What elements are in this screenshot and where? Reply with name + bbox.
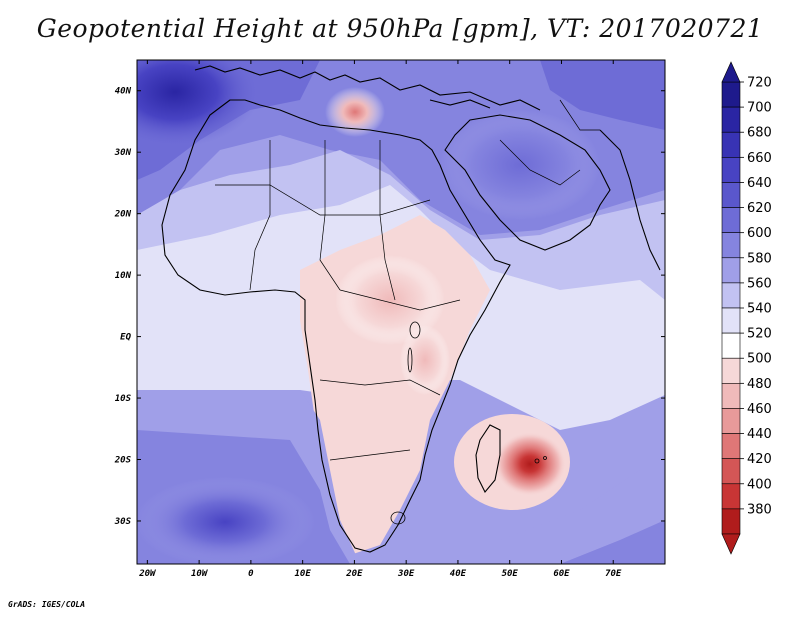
colorbar-label: 460 [747,402,772,417]
colorbar-swatch [721,257,741,284]
colorbar-label: 380 [747,502,772,517]
colorbar-swatch [721,282,741,309]
colorbar-label: 420 [747,452,772,467]
reunion-island [534,458,540,464]
colorbar-swatch [721,383,741,409]
colorbar-label: 640 [747,176,772,191]
colorbar-swatch [721,483,741,510]
southern-europe-coast [194,65,541,111]
colorbar-swatch [721,357,741,384]
colorbar-swatch [721,408,741,434]
colorbar-label: 520 [747,327,772,342]
colorbar-label: 500 [747,352,772,367]
central-africa-low [335,255,445,345]
mauritius-island [543,456,547,460]
colorbar-label: 620 [747,201,772,216]
lake-tanganyika [407,347,413,373]
y-tick-label: 20S [114,456,132,466]
x-tick-label: 0 [248,569,254,579]
sahel-border [215,184,431,216]
middle-east-border [499,139,581,186]
colorbar-label: 660 [747,151,772,166]
coastlines [161,65,661,553]
south-africa-border [329,449,411,461]
islands [390,321,547,525]
south-atlantic-high [137,477,315,564]
height-field [137,60,665,564]
southern-africa-border [319,379,441,396]
x-tick-label: 50E [502,569,519,579]
madagascar-coast [475,424,501,493]
colorbar-swatch [721,307,741,334]
cyclone-core [494,432,566,496]
y-tick-label: 30N [114,148,132,158]
colorbar-swatch [721,157,741,183]
y-axis: 40N 30N 20N 10N EQ 10S 20S 30S [114,87,665,527]
colorbar-swatch [721,207,741,233]
northeast-band [540,60,665,130]
colorbar-swatch [721,508,741,535]
mediterranean-low [325,87,385,137]
colorbar-label: 600 [747,226,772,241]
colorbar-label: 560 [747,276,772,291]
x-tick-label: 10E [295,569,312,579]
colorbar-swatch [721,81,741,108]
borders [215,99,600,461]
northwest-high [137,60,260,147]
arabia-high [440,110,600,220]
y-tick-label: EQ [120,333,131,343]
colorbar: 720 700 680 660 640 620 600 580 560 540 520 500 480 4… [721,61,772,555]
colorbar-label: 720 [747,76,772,91]
africa-coast [161,99,511,553]
x-tick-label: 20W [138,569,157,579]
colorbar-label: 480 [747,377,772,392]
y-tick-label: 20N [114,210,132,220]
south-indian-band [430,450,665,564]
colorbar-swatch [721,458,741,485]
colorbar-label: 540 [747,302,772,317]
colorbar-swatch [721,332,741,359]
colorbar-label: 680 [747,126,772,141]
lesotho [390,511,406,525]
south-indian-band-2 [560,520,665,564]
east-africa-low [400,325,450,395]
map-title: Geopotential Height at 950hPa [gpm], VT:… [36,14,764,43]
x-tick-label: 60E [553,569,570,579]
colorbar-swatch [721,433,741,459]
colorbar-label: 580 [747,251,772,266]
colorbar-label: 700 [747,101,772,116]
colorbar-swatch [721,182,741,208]
x-tick-label: 30E [397,569,415,579]
footer-credit: GrADS: IGES/COLA [8,600,86,609]
colorbar-swatch [721,106,741,133]
y-tick-label: 30S [114,517,132,527]
india-coast [599,129,661,271]
colorbar-swatch [721,131,741,158]
plot-frame [136,59,666,565]
x-axis: 20W 10W 0 10E 20E 30E 40E 50E 60E 70E [138,60,622,579]
central-africa-border [339,289,461,311]
turkey-coast [429,99,491,109]
x-tick-label: 40E [450,569,467,579]
niger-chad-border [319,140,341,291]
arabia-coast [444,114,611,251]
x-tick-label: 20E [345,569,363,579]
y-tick-label: 10N [115,271,132,281]
libya-sudan-border [379,140,396,301]
colorbar-swatch [721,232,741,259]
iran-border [559,99,600,131]
lake-victoria [409,321,421,339]
colorbar-label: 400 [747,477,772,492]
y-tick-label: 10S [115,394,132,404]
x-tick-label: 10W [191,569,209,579]
colorbar-label: 440 [747,427,772,442]
west-africa-border [249,140,271,291]
colorbar-min-arrow [721,533,741,555]
colorbar-max-arrow [721,61,741,83]
y-tick-label: 40N [115,87,132,97]
x-tick-label: 70E [605,569,622,579]
